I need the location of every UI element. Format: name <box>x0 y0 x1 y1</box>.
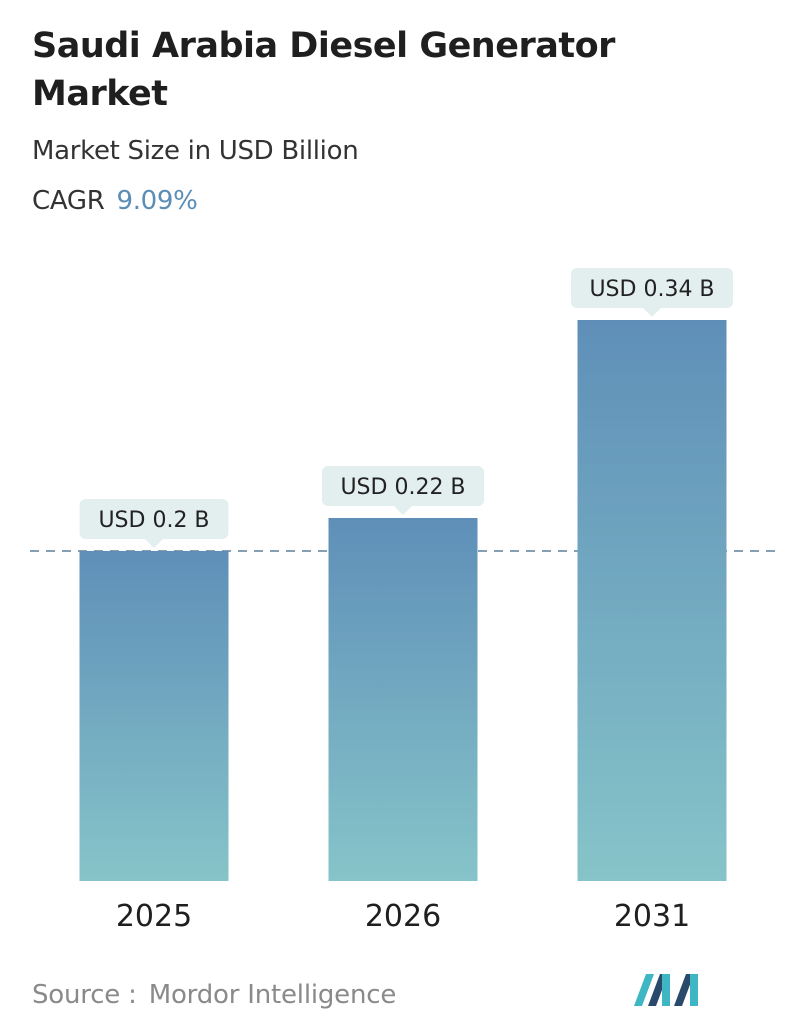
data-label: USD 0.22 B <box>340 475 465 500</box>
chart-subtitle: Market Size in USD Billion <box>32 136 359 166</box>
data-label-bg <box>322 466 484 506</box>
data-label: USD 0.2 B <box>98 508 209 533</box>
source-line: Source : Mordor Intelligence <box>32 980 396 1010</box>
cagr-label: CAGR <box>32 186 105 216</box>
data-label-bg <box>571 268 733 308</box>
data-label-pointer <box>145 539 163 548</box>
cagr-value: 9.09% <box>116 186 198 216</box>
cagr-line: CAGR 9.09% <box>32 186 198 216</box>
bar-2025 <box>79 551 229 881</box>
x-tick-label: 2025 <box>116 899 192 934</box>
bar-2031 <box>577 320 727 881</box>
data-label-pointer <box>643 308 661 317</box>
bar-chart: USD 0.2 B 2025 USD 0.22 B 2026 USD 0.34 B 203… <box>30 268 782 934</box>
x-tick-label: 2031 <box>614 899 690 934</box>
x-tick-label: 2026 <box>365 899 441 934</box>
mordor-intelligence-logo-icon <box>634 974 698 1006</box>
source-label: Source : <box>32 980 137 1010</box>
chart-title: Saudi Arabia Diesel Generator Market <box>32 26 615 114</box>
data-label-bg <box>79 499 229 539</box>
source-value: Mordor Intelligence <box>148 980 397 1010</box>
bar-2026 <box>328 518 478 881</box>
data-label-pointer <box>394 506 412 515</box>
data-label: USD 0.34 B <box>589 277 714 302</box>
